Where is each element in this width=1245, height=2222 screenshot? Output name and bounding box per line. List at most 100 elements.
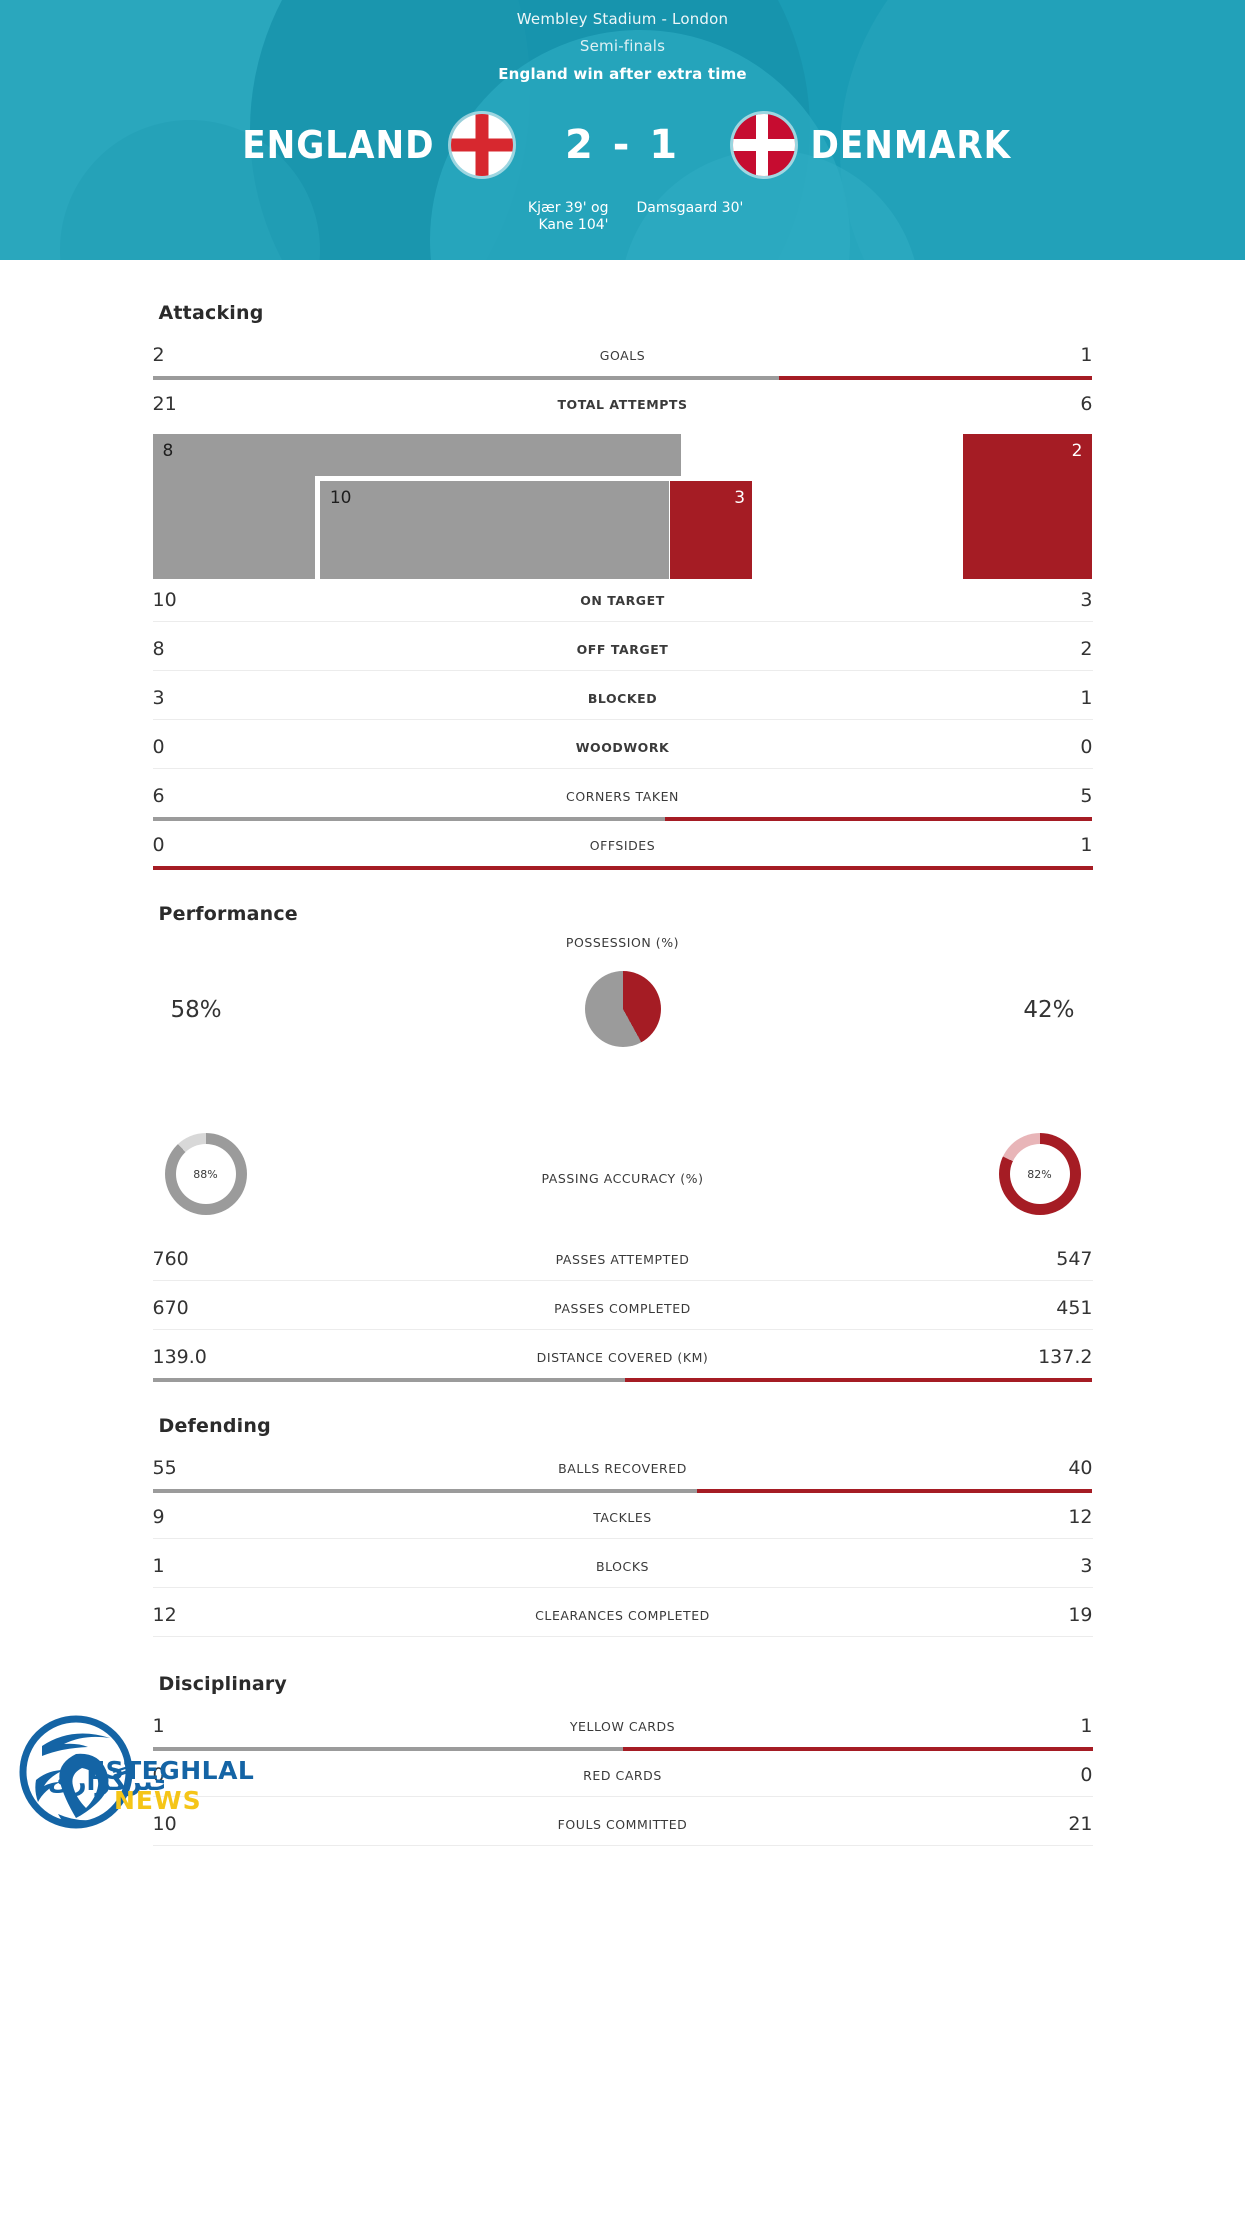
inner-away-rect — [669, 481, 753, 579]
stat-row: 10 FOULS COMMITTED 21 — [152, 1803, 1093, 1852]
comparison-bar — [152, 817, 1093, 821]
stat-row: 2 GOALS 1 — [152, 334, 1093, 383]
section-title-defending: Defending — [158, 1415, 271, 1437]
away-value: 5 — [1080, 785, 1093, 807]
away-value: 1 — [1080, 687, 1093, 709]
stat-row-body: 21 TOTAL ATTEMPTS 6 — [153, 383, 1093, 425]
stat-row-body: 10 FOULS COMMITTED 21 — [153, 1803, 1093, 1845]
home-value: 12 — [152, 1604, 177, 1626]
home-bar-segment — [152, 376, 780, 380]
stat-label: PASSES ATTEMPTED — [555, 1251, 690, 1267]
stat-row-body: 2 GOALS 1 — [153, 334, 1093, 376]
away-bar-segment — [625, 1378, 1093, 1382]
passing-accuracy-away-donut: 82% — [998, 1133, 1081, 1215]
stat-row-body: 8 OFF TARGET 2 — [153, 628, 1093, 670]
away-value: 21 — [1068, 1813, 1093, 1835]
passing-accuracy-away-donut-value: 82% — [1009, 1144, 1070, 1204]
away-bar-segment — [779, 376, 1093, 380]
stat-label: OFFSIDES — [589, 837, 656, 853]
passing-accuracy-chart: 88% PASSING ACCURACY (%) 82% — [153, 1123, 1093, 1238]
home-value: 10 — [152, 1813, 177, 1835]
stat-row-body: 1 YELLOW CARDS 1 — [153, 1705, 1093, 1747]
match-scoreline: ENGLAND 2 - 1 DENMARK — [0, 100, 1245, 190]
away-value: 3 — [1080, 1555, 1093, 1577]
home-value: 0 — [152, 1764, 165, 1786]
home-value: 670 — [152, 1297, 189, 1319]
home-value: 2 — [152, 344, 165, 366]
home-team-name: ENGLAND — [242, 123, 435, 167]
stat-label: GOALS — [599, 347, 646, 363]
inner-home-label: 10 — [329, 488, 352, 508]
home-value: 3 — [152, 687, 165, 709]
row-divider — [152, 670, 1093, 671]
stat-row-body: 55 BALLS RECOVERED 40 — [153, 1447, 1093, 1489]
outer-away-label: 2 — [1071, 441, 1083, 461]
stat-label: CORNERS TAKEN — [566, 788, 679, 804]
stat-row: 12 CLEARANCES COMPLETED 19 — [152, 1594, 1093, 1643]
stat-label: CLEARANCES COMPLETED — [535, 1607, 710, 1623]
stats-container: Attacking 2 GOALS 1 21 TOTAL ATTEMPTS 6 8 2 10 3 10… — [152, 260, 1093, 1852]
stat-row-body: 0 OFFSIDES 1 — [153, 824, 1093, 866]
possession-away-value: 42% — [1023, 997, 1075, 1023]
stat-label: BALLS RECOVERED — [558, 1460, 687, 1476]
watermark-english-text: ESTEGHLAL — [88, 1756, 255, 1785]
stat-row: 1 YELLOW CARDS 1 — [152, 1705, 1093, 1754]
stat-row: 139.0 DISTANCE COVERED (KM) 137.2 — [152, 1336, 1093, 1385]
home-bar-segment — [152, 1747, 623, 1751]
row-divider — [152, 1587, 1093, 1588]
stat-label: DISTANCE COVERED (KM) — [536, 1349, 709, 1365]
stat-label: OFF TARGET — [576, 641, 669, 657]
away-bar-segment — [664, 817, 1093, 821]
home-bar-segment — [152, 817, 665, 821]
passing-accuracy-home-donut: 88% — [164, 1133, 247, 1215]
match-header: Wembley Stadium - London Semi-finals Eng… — [0, 0, 1245, 260]
home-value: 760 — [152, 1248, 189, 1270]
away-value: 0 — [1080, 736, 1093, 758]
outcome-label: England win after extra time — [498, 65, 747, 83]
denmark-flag-icon — [732, 114, 795, 176]
stat-row: 0 RED CARDS 0 — [152, 1754, 1093, 1803]
possession-pie — [584, 971, 661, 1047]
comparison-bar — [152, 1747, 1093, 1751]
stat-row: 760 PASSES ATTEMPTED 547 — [152, 1238, 1093, 1287]
stat-row: 3 BLOCKED 1 — [152, 677, 1093, 726]
passing-accuracy-home-donut-value: 88% — [175, 1144, 236, 1204]
away-value: 451 — [1056, 1297, 1093, 1319]
england-flag-icon — [450, 114, 513, 176]
away-value: 1 — [1080, 344, 1093, 366]
away-bar-segment — [152, 866, 1093, 870]
row-divider — [152, 621, 1093, 622]
passing-accuracy-label: PASSING ACCURACY (%) — [541, 1171, 704, 1186]
scorers-list: Kjær 39' og Kane 104' Damsgaard 30' — [0, 200, 1245, 234]
away-value: 547 — [1056, 1248, 1093, 1270]
stat-row-body: 12 CLEARANCES COMPLETED 19 — [153, 1594, 1093, 1636]
away-bar-segment — [696, 1489, 1093, 1493]
stat-label: PASSES COMPLETED — [554, 1300, 691, 1316]
row-divider — [152, 1796, 1093, 1797]
stat-row: 9 TACKLES 12 — [152, 1496, 1093, 1545]
row-divider — [152, 1538, 1093, 1539]
stat-row-body: 1 BLOCKS 3 — [153, 1545, 1093, 1587]
away-team-name: DENMARK — [810, 123, 1012, 167]
stat-label: TACKLES — [593, 1509, 652, 1525]
stat-row: 21 TOTAL ATTEMPTS 6 — [153, 383, 1093, 432]
stat-row-body: 6 CORNERS TAKEN 5 — [153, 775, 1093, 817]
home-value: 21 — [152, 393, 177, 415]
comparison-bar — [152, 1378, 1093, 1382]
home-value: 6 — [152, 785, 165, 807]
row-divider — [152, 768, 1093, 769]
stat-row: 10 ON TARGET 3 — [152, 579, 1093, 628]
away-value: 6 — [1080, 393, 1093, 415]
stat-row-body: 139.0 DISTANCE COVERED (KM) 137.2 — [153, 1336, 1093, 1378]
stat-row-body: 10 ON TARGET 3 — [153, 579, 1093, 621]
row-divider — [152, 1329, 1093, 1330]
home-bar-segment — [152, 1378, 626, 1382]
outer-home-label: 8 — [162, 441, 174, 461]
stat-row: 8 OFF TARGET 2 — [152, 628, 1093, 677]
stat-row: 6 CORNERS TAKEN 5 — [152, 775, 1093, 824]
stat-row-body: 9 TACKLES 12 — [153, 1496, 1093, 1538]
possession-chart: POSSESSION (%) 58% 42% — [153, 935, 1093, 1105]
score-display: 2 - 1 — [564, 122, 681, 168]
stat-row: 0 WOODWORK 0 — [152, 726, 1093, 775]
stat-row-body: 3 BLOCKED 1 — [153, 677, 1093, 719]
